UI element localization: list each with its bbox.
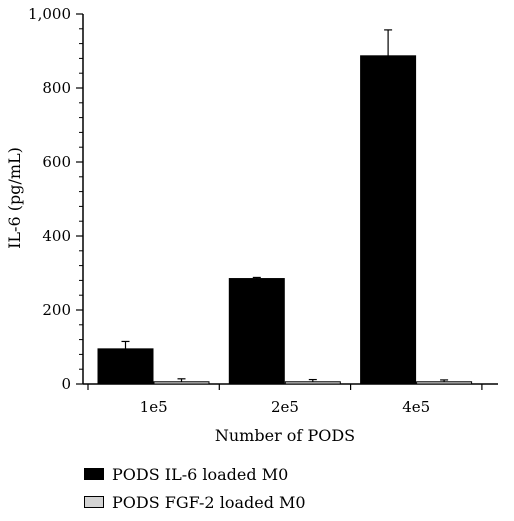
y-tick-label: 400 — [42, 227, 71, 245]
y-axis-label: IL-6 (pg/mL) — [5, 147, 24, 249]
x-tick-label: 1e5 — [140, 398, 168, 416]
legend-label-fgf2: PODS FGF-2 loaded M0 — [112, 492, 306, 512]
y-tick-label: 800 — [42, 79, 71, 97]
x-tick-label: 4e5 — [402, 398, 430, 416]
legend-swatch-il6 — [84, 468, 104, 480]
bar-fgf2 — [284, 381, 341, 385]
bar-il6 — [97, 348, 154, 385]
legend-item-fgf2: PODS FGF-2 loaded M0 — [84, 490, 306, 514]
bar-il6 — [360, 55, 417, 385]
legend-item-il6: PODS IL-6 loaded M0 — [84, 462, 306, 486]
legend: PODS IL-6 loaded M0 PODS FGF-2 loaded M0 — [84, 462, 306, 518]
y-tick-label: 0 — [61, 375, 71, 393]
bar-il6 — [228, 278, 285, 385]
legend-swatch-fgf2 — [84, 496, 104, 508]
y-tick-label: 200 — [42, 301, 71, 319]
bar-fgf2 — [153, 381, 210, 385]
bar-fgf2 — [416, 381, 473, 385]
y-tick-label: 1,000 — [28, 5, 71, 23]
legend-label-il6: PODS IL-6 loaded M0 — [112, 464, 289, 484]
x-axis-label: Number of PODS — [215, 426, 355, 445]
x-tick-label: 2e5 — [271, 398, 299, 416]
y-tick-label: 600 — [42, 153, 71, 171]
